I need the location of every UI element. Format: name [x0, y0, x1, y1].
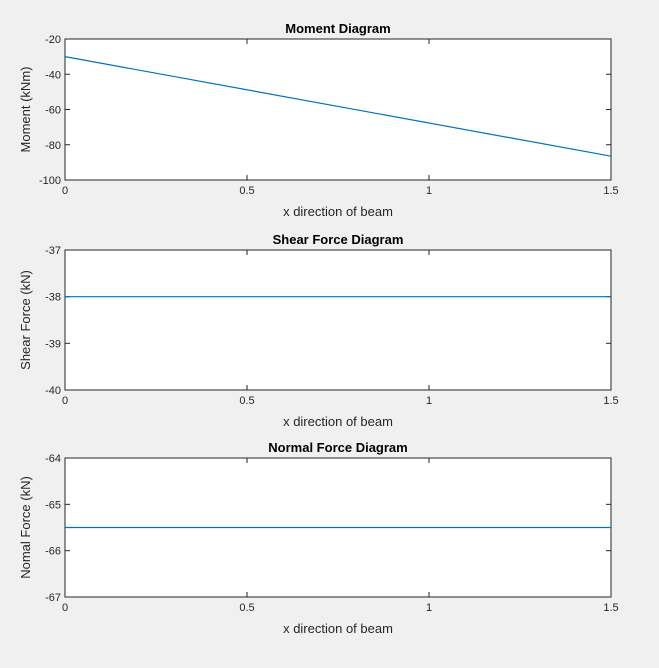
y-tick-label: -66: [45, 546, 61, 558]
chart-title: Shear Force Diagram: [273, 232, 404, 247]
x-tick-label: 1.5: [603, 395, 618, 407]
x-axis-label: x direction of beam: [283, 204, 393, 219]
y-axis-label: Shear Force (kN): [18, 270, 33, 370]
y-tick-label: -100: [39, 175, 61, 187]
subplot-3: Normal Force Diagram 0 0.5 1 1.5 -64 -65 -66 -67…: [18, 440, 619, 636]
y-tick-label: -20: [45, 34, 61, 46]
y-tick-label: -39: [45, 338, 61, 350]
x-axis-label: x direction of beam: [283, 621, 393, 636]
x-axis-label: x direction of beam: [283, 414, 393, 429]
y-tick-label: -40: [45, 69, 61, 81]
x-tick-label: 0: [62, 185, 68, 197]
x-tick-label: 1: [426, 185, 432, 197]
series-line: [64, 56, 612, 157]
y-tick-label: -67: [45, 592, 61, 604]
chart-title: Moment Diagram: [285, 21, 390, 36]
x-tick-label: 0.5: [239, 185, 254, 197]
chart-title: Normal Force Diagram: [268, 440, 407, 455]
plot-area: [64, 249, 612, 391]
x-tick-label: 0: [62, 395, 68, 407]
y-tick-label: -60: [45, 105, 61, 117]
plot-area: [64, 38, 612, 181]
x-tick-label: 1: [426, 395, 432, 407]
x-tick-label: 0: [62, 602, 68, 614]
y-tick-label: -40: [45, 385, 61, 397]
y-tick-label: -65: [45, 499, 61, 511]
y-tick-label: -80: [45, 140, 61, 152]
x-tick-label: 0.5: [239, 602, 254, 614]
x-tick-label: 1: [426, 602, 432, 614]
x-tick-label: 1.5: [603, 185, 618, 197]
y-tick-label: -37: [45, 245, 61, 257]
y-tick-label: -38: [45, 292, 61, 304]
y-tick-label: -64: [45, 453, 61, 465]
y-axis-label: Nomal Force (kN): [18, 476, 33, 579]
subplot-1: Moment Diagram 0 0.5 1 1.5 -20 -40 -60 -80 -100 x …: [18, 21, 619, 219]
subplot-2: Shear Force Diagram 0 0.5 1 1.5 -37 -38 -39 -40 x…: [18, 232, 619, 429]
x-tick-label: 1.5: [603, 602, 618, 614]
x-tick-label: 0.5: [239, 395, 254, 407]
y-axis-label: Moment (kNm): [18, 67, 33, 153]
